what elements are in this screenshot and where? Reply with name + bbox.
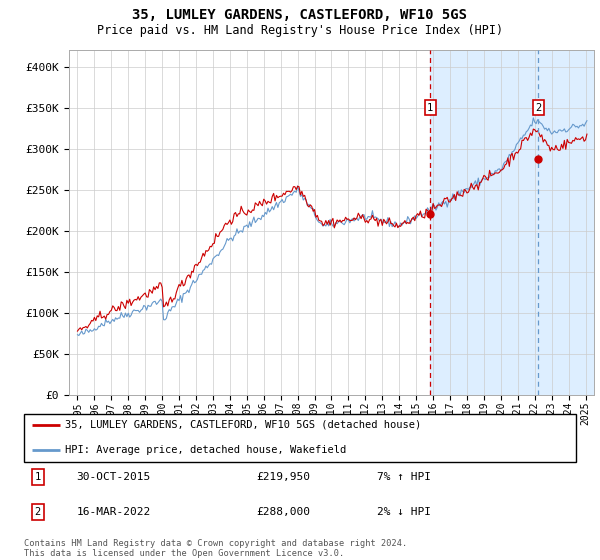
FancyBboxPatch shape [24, 414, 576, 462]
Text: 7% ↑ HPI: 7% ↑ HPI [377, 473, 431, 482]
Text: 16-MAR-2022: 16-MAR-2022 [76, 507, 151, 517]
Text: £219,950: £219,950 [256, 473, 310, 482]
Text: 1: 1 [427, 103, 433, 113]
Text: 30-OCT-2015: 30-OCT-2015 [76, 473, 151, 482]
Text: Contains HM Land Registry data © Crown copyright and database right 2024.
This d: Contains HM Land Registry data © Crown c… [24, 539, 407, 558]
Text: 35, LUMLEY GARDENS, CASTLEFORD, WF10 5GS (detached house): 35, LUMLEY GARDENS, CASTLEFORD, WF10 5GS… [65, 420, 422, 430]
Text: Price paid vs. HM Land Registry's House Price Index (HPI): Price paid vs. HM Land Registry's House … [97, 24, 503, 37]
Text: HPI: Average price, detached house, Wakefield: HPI: Average price, detached house, Wake… [65, 445, 347, 455]
Text: 2% ↓ HPI: 2% ↓ HPI [377, 507, 431, 517]
Text: 35, LUMLEY GARDENS, CASTLEFORD, WF10 5GS: 35, LUMLEY GARDENS, CASTLEFORD, WF10 5GS [133, 8, 467, 22]
Bar [430, 50, 594, 395]
Text: £288,000: £288,000 [256, 507, 310, 517]
Text: 1: 1 [35, 473, 41, 482]
Text: 2: 2 [35, 507, 41, 517]
Text: 2: 2 [535, 103, 541, 113]
